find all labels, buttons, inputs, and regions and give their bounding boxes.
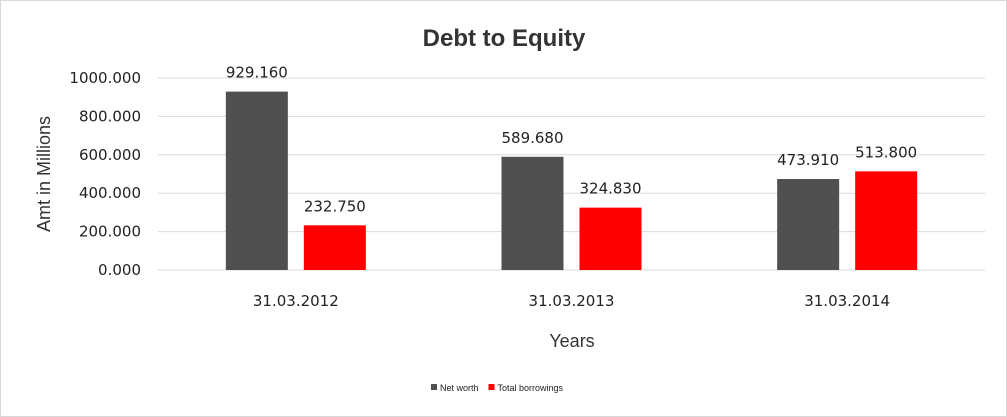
bar xyxy=(501,156,564,270)
legend: Net worth Total borrowings xyxy=(431,383,564,393)
x-axis-title: Years xyxy=(549,331,594,351)
y-tick-label: 0.000 xyxy=(98,261,141,279)
y-tick-label: 200.000 xyxy=(79,223,141,241)
bars xyxy=(225,91,918,270)
bar xyxy=(225,91,288,270)
y-axis-tick-labels: 0.000 200.000 400.000 600.000 800.000 1000.00… xyxy=(69,69,141,279)
bar xyxy=(855,171,918,270)
chart-title: Debt to Equity xyxy=(423,25,586,52)
gridlines xyxy=(158,77,985,271)
y-tick-label: 400.000 xyxy=(79,184,141,202)
data-label: 473.910 xyxy=(777,151,839,169)
legend-swatch xyxy=(431,384,437,390)
legend-label: Total borrowings xyxy=(498,383,564,393)
y-tick-label: 600.000 xyxy=(79,146,141,164)
x-tick-label: 31.03.2013 xyxy=(529,292,615,310)
data-labels: 929.160 232.750 589.680 324.830 473.910 513.8… xyxy=(226,64,917,216)
y-tick-label: 800.000 xyxy=(79,107,141,125)
bar xyxy=(579,207,642,270)
bar xyxy=(303,225,366,270)
legend-label: Net worth xyxy=(440,383,479,393)
data-label: 232.750 xyxy=(304,197,366,215)
data-label: 929.160 xyxy=(226,64,288,82)
data-label: 513.800 xyxy=(855,143,917,161)
bar xyxy=(777,179,840,270)
x-axis-category-labels: 31.03.2012 31.03.2013 31.03.2014 xyxy=(253,292,890,310)
data-label: 324.830 xyxy=(579,180,641,198)
data-label: 589.680 xyxy=(501,129,563,147)
x-tick-label: 31.03.2012 xyxy=(253,292,339,310)
y-axis-title: Amt in Millions xyxy=(34,116,54,232)
legend-swatch xyxy=(488,384,495,390)
y-tick-label: 1000.000 xyxy=(69,69,141,87)
x-tick-label: 31.03.2014 xyxy=(804,292,890,310)
